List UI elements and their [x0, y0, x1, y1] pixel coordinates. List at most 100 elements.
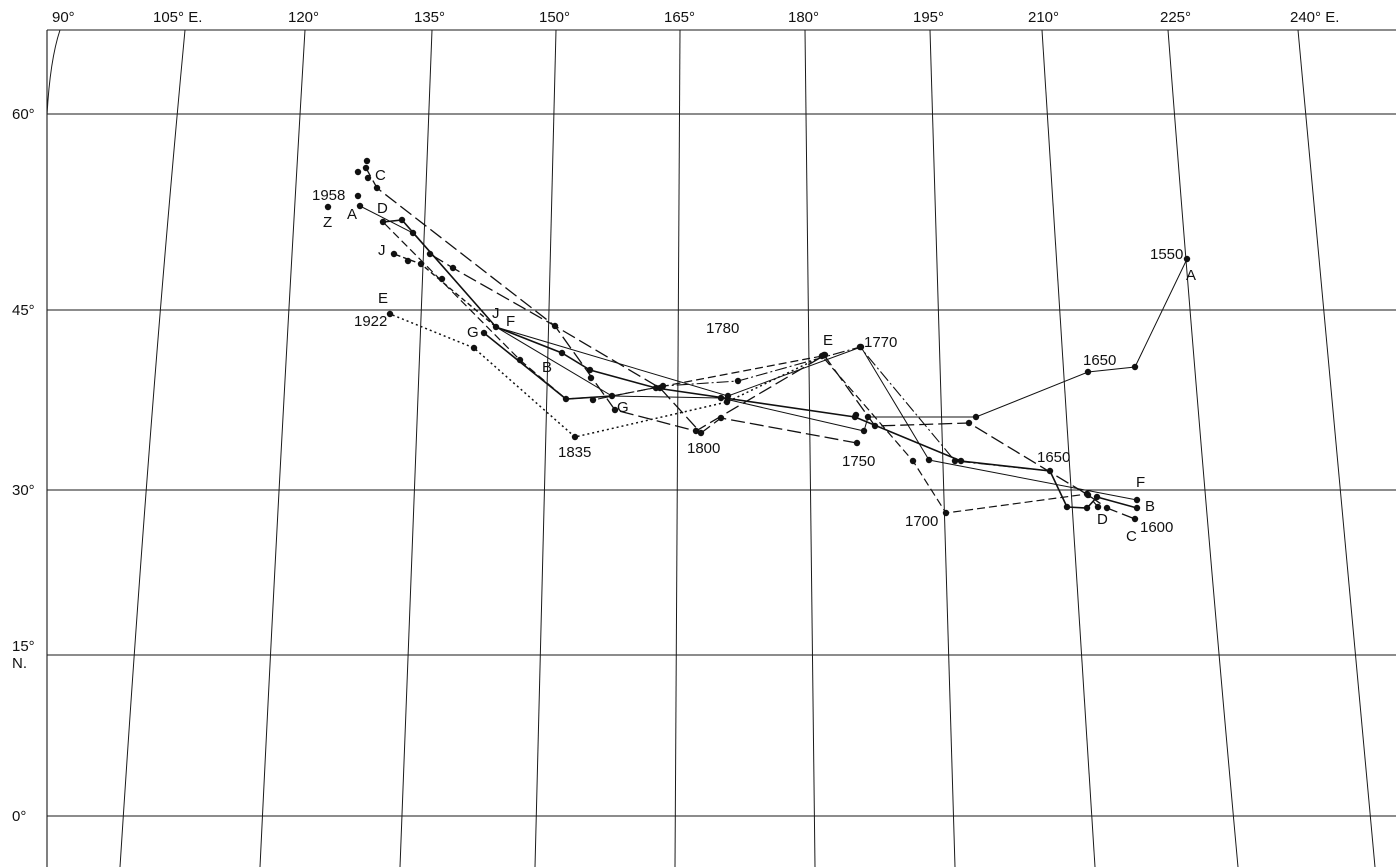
annotation-d-right: D	[1097, 511, 1108, 528]
lon-label-90: 90°	[52, 9, 75, 26]
path-point-b	[398, 216, 406, 224]
path-point-a	[1183, 255, 1191, 263]
path-point-b	[957, 457, 965, 465]
annotation-c-right: C	[1126, 528, 1137, 545]
path-point-a	[1084, 368, 1092, 376]
path-point-e	[470, 344, 478, 352]
isolated-point	[587, 374, 595, 382]
meridian-225	[1167, 29, 1239, 867]
annotation-b-left: B	[542, 359, 552, 376]
path-point-d	[562, 395, 570, 403]
path-point-j	[417, 260, 425, 268]
path-point-g	[480, 329, 488, 337]
path-point-k	[853, 439, 861, 447]
path-point-c	[1103, 504, 1111, 512]
path-point-e	[571, 433, 579, 441]
path-point-c	[1131, 515, 1139, 523]
path-point-h	[734, 377, 742, 385]
path-point-b	[1046, 467, 1054, 475]
annotation-e-top: E	[378, 290, 388, 307]
annotation-c-top: C	[375, 167, 386, 184]
isolated-point	[354, 168, 362, 176]
path-point-e	[386, 310, 394, 318]
lon-label-180: 180°	[788, 9, 819, 26]
annotation-a-top: A	[347, 206, 357, 223]
path-point-d	[818, 352, 826, 360]
lon-label-120: 120°	[288, 9, 319, 26]
lon-label-210: 210°	[1028, 9, 1059, 26]
annotation-labels: C 1958 D A Z J E 1922 G J F B G 1780 E 1…	[312, 167, 1196, 545]
path-point-f	[925, 456, 933, 464]
annotation-f-left: F	[506, 313, 515, 330]
path-point-b	[1093, 493, 1101, 501]
path-point-c	[362, 164, 370, 172]
path-point-j	[390, 250, 398, 258]
isolated-point	[363, 157, 371, 165]
annotation-1780: 1780	[706, 320, 739, 337]
meridian-180	[804, 29, 816, 867]
path-point-b	[558, 349, 566, 357]
meridian-150	[534, 29, 557, 867]
longitude-labels: 90° 105° E. 120° 135° 150° 165° 180° 195…	[52, 9, 1339, 26]
isolated-point	[364, 174, 372, 182]
lon-label-225: 225°	[1160, 9, 1191, 26]
pole-paths	[359, 167, 1188, 520]
path-point-b	[1133, 504, 1141, 512]
path-point-e	[723, 398, 731, 406]
isolated-point	[852, 411, 860, 419]
isolated-point	[354, 192, 362, 200]
meridian-195	[929, 29, 956, 867]
path-point-f	[1133, 496, 1141, 504]
lon-label-105: 105° E.	[153, 9, 202, 26]
path-point-b	[1063, 503, 1071, 511]
annotation-d-top: D	[377, 200, 388, 217]
path-point-k	[426, 250, 434, 258]
path-point-f	[724, 392, 732, 400]
meridian-240	[1297, 29, 1376, 867]
annotation-1835: 1835	[558, 444, 591, 461]
annotation-1958: 1958	[312, 187, 345, 204]
annotation-f-right: F	[1136, 474, 1145, 491]
annotation-g-left: G	[467, 324, 479, 341]
annotation-1650-lower: 1650	[1037, 449, 1070, 466]
path-point-d	[516, 356, 524, 364]
meridian-165	[674, 29, 681, 867]
lat-label-45: 45°	[12, 302, 35, 319]
annotation-1600: 1600	[1140, 519, 1173, 536]
annotation-1650-upper: 1650	[1083, 352, 1116, 369]
annotation-g-mid: G	[617, 399, 629, 416]
path-point-k	[656, 384, 664, 392]
lon-label-150: 150°	[539, 9, 570, 26]
annotation-1770: 1770	[864, 334, 897, 351]
path-point-d	[909, 457, 917, 465]
path-point-c	[692, 427, 700, 435]
path-point-c	[965, 419, 973, 427]
path-point-h	[951, 457, 959, 465]
path-point-c	[871, 422, 879, 430]
parallel-grid	[47, 113, 1396, 817]
lon-label-195: 195°	[913, 9, 944, 26]
path-point-d	[1083, 490, 1091, 498]
path-point-c	[611, 406, 619, 414]
path-point-a	[972, 413, 980, 421]
annotation-j-top: J	[378, 242, 386, 259]
path-point-k	[449, 264, 457, 272]
annotation-e-mid: E	[823, 332, 833, 349]
pole-path-b	[382, 219, 1138, 509]
meridian-90	[46, 29, 61, 116]
pole-path-h	[592, 346, 1051, 472]
path-point-d	[1094, 503, 1102, 511]
path-point-h	[856, 343, 864, 351]
meridian-105	[119, 29, 186, 867]
annotation-1922: 1922	[354, 313, 387, 330]
lat-label-15: 15°	[12, 638, 35, 655]
lat-label-30: 30°	[12, 482, 35, 499]
path-point-h	[589, 396, 597, 404]
path-point-a	[1131, 363, 1139, 371]
path-point-a	[492, 323, 500, 331]
annotation-j-mid: J	[492, 305, 500, 322]
annotation-1700: 1700	[905, 513, 938, 530]
lon-label-135: 135°	[414, 9, 445, 26]
annotation-1800: 1800	[687, 440, 720, 457]
path-point-c	[551, 322, 559, 330]
